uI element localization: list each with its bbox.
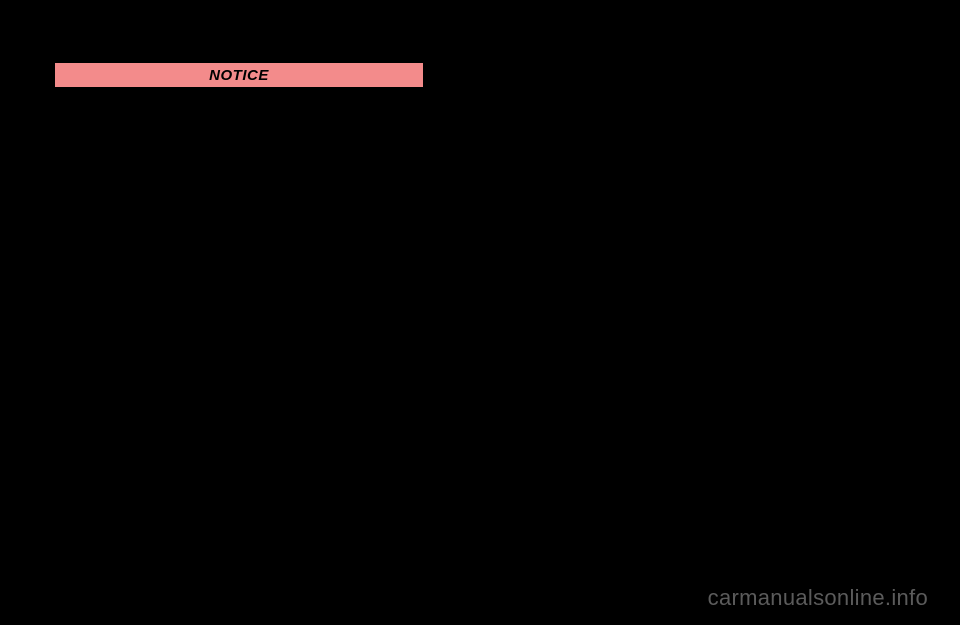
notice-label: NOTICE	[209, 67, 269, 84]
watermark-text: carmanualsonline.info	[708, 585, 928, 611]
notice-banner: NOTICE	[54, 62, 424, 88]
